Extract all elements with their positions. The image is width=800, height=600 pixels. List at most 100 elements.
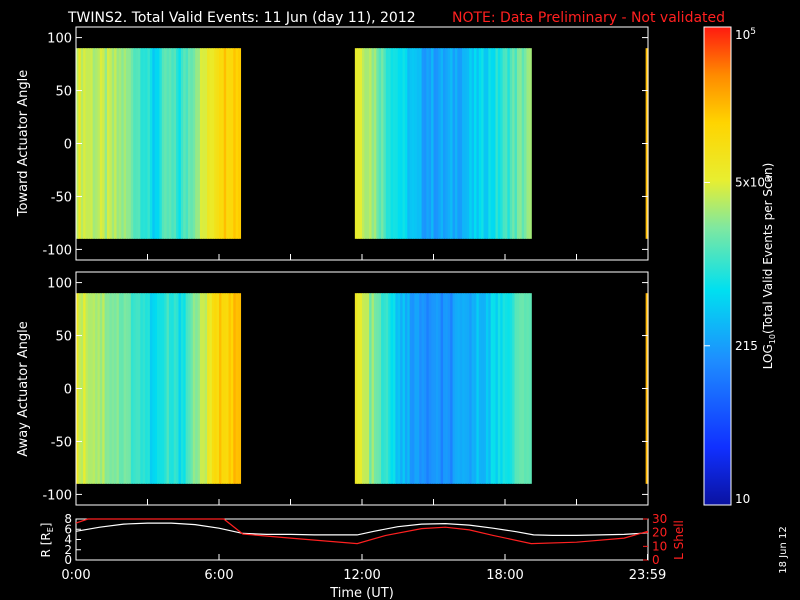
heatmap-column (145, 293, 149, 484)
heatmap-column (161, 293, 165, 484)
heatmap-column (497, 48, 501, 239)
y-tick-label: -50 (51, 190, 72, 205)
heatmap-column (219, 293, 222, 484)
heatmap-column (83, 48, 87, 239)
heatmap-column (505, 293, 508, 484)
heatmap-column (419, 293, 423, 484)
heatmap-column (462, 293, 466, 484)
heatmap-column (354, 293, 358, 484)
heatmap-column (354, 48, 358, 239)
heatmap-column (207, 48, 211, 239)
r-series-line (75, 522, 649, 537)
heatmap-column (388, 293, 392, 484)
tick-base: 10 (735, 28, 750, 42)
heatmap-column (178, 293, 182, 484)
heatmap-column (173, 293, 177, 484)
heatmap-column (459, 293, 463, 484)
heatmap-column (97, 48, 101, 239)
heatmap-column (454, 293, 458, 484)
heatmap-column (209, 48, 213, 239)
heatmap-column (402, 48, 406, 239)
heatmap-column (366, 293, 370, 484)
heatmap-column (369, 293, 373, 484)
heatmap-column (221, 293, 225, 484)
y-tick-label: -100 (42, 488, 72, 503)
heatmap-column (423, 48, 427, 239)
heatmap-column (140, 48, 144, 239)
heatmap-column (157, 293, 161, 484)
heatmap-column (524, 293, 528, 484)
heatmap-column (111, 48, 115, 239)
r-tick-label: 8 (64, 512, 72, 526)
heatmap-column (147, 48, 151, 239)
heatmap-column (395, 293, 399, 484)
heatmap-column (392, 48, 396, 239)
y-tick-label: -100 (42, 243, 72, 258)
heatmap-column (161, 48, 165, 239)
heatmap-column (400, 293, 404, 484)
heatmap-column (426, 48, 430, 239)
heatmap-column (369, 48, 373, 239)
heatmap-column (142, 48, 146, 239)
heatmap-column (362, 48, 365, 239)
heatmap-column (478, 48, 482, 239)
heatmap-column (409, 48, 413, 239)
heatmap-column (121, 48, 125, 239)
heatmap-column (497, 293, 501, 484)
heatmap-column (199, 293, 203, 484)
away-heatmap (76, 293, 649, 484)
tick-exponent: 3 (765, 174, 771, 184)
heatmap-column (450, 48, 454, 239)
heatmap-column (383, 48, 387, 239)
heatmap-column (416, 293, 420, 484)
heatmap-column (114, 48, 118, 239)
heatmap-column (402, 293, 406, 484)
heatmap-column (216, 48, 220, 239)
heatmap-column (462, 48, 466, 239)
heatmap-column (371, 293, 375, 484)
toward-heatmap (76, 48, 649, 239)
heatmap-column (526, 48, 530, 239)
heatmap-column (476, 293, 480, 484)
lshell-tick-label: 0 (652, 553, 660, 567)
x-tick-label: 6:00 (204, 568, 233, 583)
heatmap-column (157, 48, 161, 239)
heatmap-column (199, 48, 203, 239)
r-tick-label: 4 (64, 533, 72, 547)
heatmap-column (474, 293, 477, 484)
x-tick-label: 23:59 (629, 568, 666, 583)
heatmap-column (457, 293, 461, 484)
heatmap-column (407, 293, 411, 484)
heatmap-column (116, 293, 120, 484)
heatmap-column (149, 48, 153, 239)
heatmap-column (118, 48, 122, 239)
heatmap-column (183, 293, 187, 484)
heatmap-column (126, 48, 130, 239)
heatmap-column (171, 293, 175, 484)
heatmap-column (185, 293, 189, 484)
heatmap-column (176, 48, 180, 239)
heatmap-column (419, 48, 423, 239)
heatmap-column (433, 48, 437, 239)
heatmap-column (412, 48, 416, 239)
heatmap-column (176, 293, 180, 484)
heatmap-column (528, 48, 532, 239)
heatmap-column (188, 293, 191, 484)
x-tick-label: 18:00 (486, 568, 523, 583)
heatmap-column (95, 293, 99, 484)
heatmap-column (404, 293, 408, 484)
heatmap-column (238, 48, 242, 239)
heatmap-column (168, 48, 172, 239)
heatmap-column (512, 293, 516, 484)
heatmap-column (359, 48, 363, 239)
heatmap-column (123, 293, 127, 484)
heatmap-column (514, 48, 518, 239)
heatmap-column (230, 48, 234, 239)
heatmap-column (373, 293, 377, 484)
tick-exponent: 5 (750, 27, 756, 37)
heatmap-column (438, 293, 442, 484)
heatmap-column (495, 293, 499, 484)
heatmap-column (366, 48, 370, 239)
x-tick-label: 0:00 (61, 568, 90, 583)
